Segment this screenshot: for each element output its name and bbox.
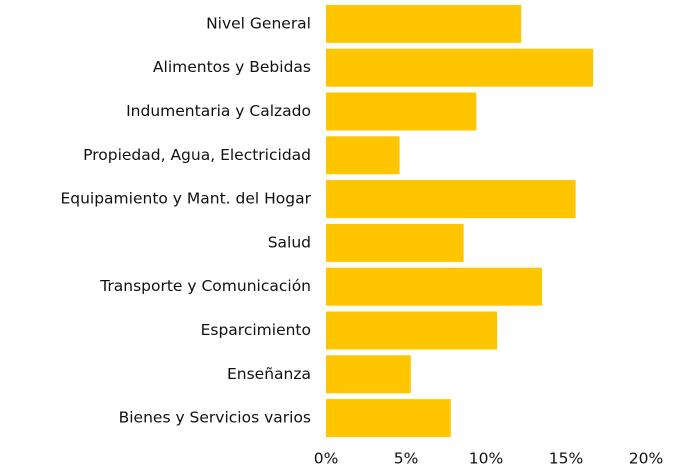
x-tick-label: 10% — [469, 450, 503, 468]
bar — [326, 136, 400, 175]
bar — [326, 180, 576, 219]
x-tick-label: 15% — [549, 450, 583, 468]
y-tick-label: Esparcimiento — [201, 321, 311, 339]
bar — [326, 267, 542, 306]
x-tick-label: 20% — [629, 450, 663, 468]
y-tick-label: Salud — [268, 233, 311, 251]
bar — [326, 223, 464, 262]
y-tick-label: Transporte y Comunicación — [99, 277, 311, 295]
bar — [326, 399, 451, 438]
x-tick-label: 0% — [314, 450, 339, 468]
y-tick-label: Indumentaria y Calzado — [126, 102, 311, 120]
bar — [326, 355, 411, 394]
bar — [326, 311, 498, 350]
y-tick-label: Alimentos y Bebidas — [153, 58, 311, 76]
y-tick-label: Nivel General — [206, 14, 311, 32]
y-tick-label: Equipamiento y Mant. del Hogar — [60, 190, 311, 208]
x-tick-label: 5% — [394, 450, 419, 468]
y-tick-label: Bienes y Servicios varios — [119, 409, 311, 427]
bar — [326, 48, 594, 87]
bar — [326, 4, 522, 43]
y-tick-label: Propiedad, Agua, Electricidad — [83, 146, 311, 164]
bar — [326, 92, 477, 131]
y-tick-label: Enseñanza — [227, 365, 311, 383]
